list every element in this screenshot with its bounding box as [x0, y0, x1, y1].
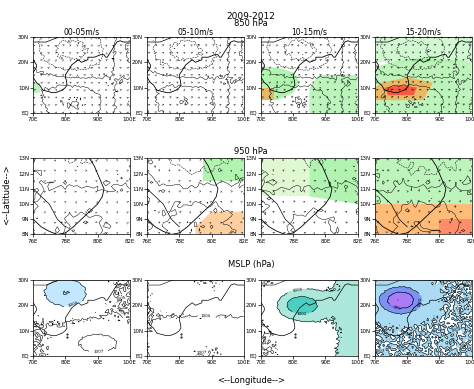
Polygon shape — [310, 158, 358, 204]
Text: 1003: 1003 — [292, 288, 302, 293]
Polygon shape — [375, 158, 472, 204]
Text: 1007: 1007 — [197, 350, 208, 355]
Title: 05-10m/s: 05-10m/s — [177, 28, 213, 37]
Polygon shape — [33, 82, 40, 93]
Polygon shape — [375, 57, 472, 113]
Text: 1005: 1005 — [264, 334, 268, 344]
Text: MSLP (hPa): MSLP (hPa) — [228, 260, 274, 269]
Text: <--Longitude-->: <--Longitude--> — [217, 376, 285, 385]
Text: 1003: 1003 — [451, 326, 462, 333]
Polygon shape — [195, 212, 244, 235]
Text: 1005: 1005 — [116, 308, 127, 318]
Text: 1003: 1003 — [453, 304, 461, 315]
Polygon shape — [375, 37, 472, 62]
Title: 15-20m/s: 15-20m/s — [405, 28, 441, 37]
Text: 1003: 1003 — [438, 280, 447, 291]
Text: 1007: 1007 — [93, 350, 104, 354]
Polygon shape — [439, 219, 472, 235]
Polygon shape — [375, 77, 433, 100]
Polygon shape — [203, 158, 244, 181]
Text: 1003: 1003 — [461, 279, 472, 287]
Polygon shape — [310, 75, 358, 113]
Text: 850 hPa: 850 hPa — [234, 19, 268, 28]
Polygon shape — [261, 158, 310, 196]
Text: 1003: 1003 — [374, 349, 385, 353]
Text: 1003: 1003 — [68, 301, 79, 308]
Text: 1005: 1005 — [201, 314, 211, 318]
Text: 1005: 1005 — [116, 295, 128, 302]
Polygon shape — [261, 67, 300, 100]
Title: 10-15m/s: 10-15m/s — [292, 28, 328, 37]
Text: <--Latitude-->: <--Latitude--> — [2, 164, 11, 225]
Polygon shape — [261, 88, 274, 100]
Text: 999: 999 — [392, 305, 401, 311]
Polygon shape — [385, 85, 417, 95]
Text: 1001: 1001 — [297, 312, 307, 316]
Polygon shape — [375, 204, 472, 235]
Text: 1003: 1003 — [394, 345, 405, 354]
Title: 00-05m/s: 00-05m/s — [64, 28, 100, 37]
Text: 1003: 1003 — [463, 296, 474, 302]
Text: 1001: 1001 — [418, 296, 424, 307]
Text: 2009-2012: 2009-2012 — [227, 12, 276, 21]
Text: 1003: 1003 — [398, 328, 409, 337]
Text: 950 hPa: 950 hPa — [235, 147, 268, 156]
Text: 1003: 1003 — [459, 340, 468, 350]
